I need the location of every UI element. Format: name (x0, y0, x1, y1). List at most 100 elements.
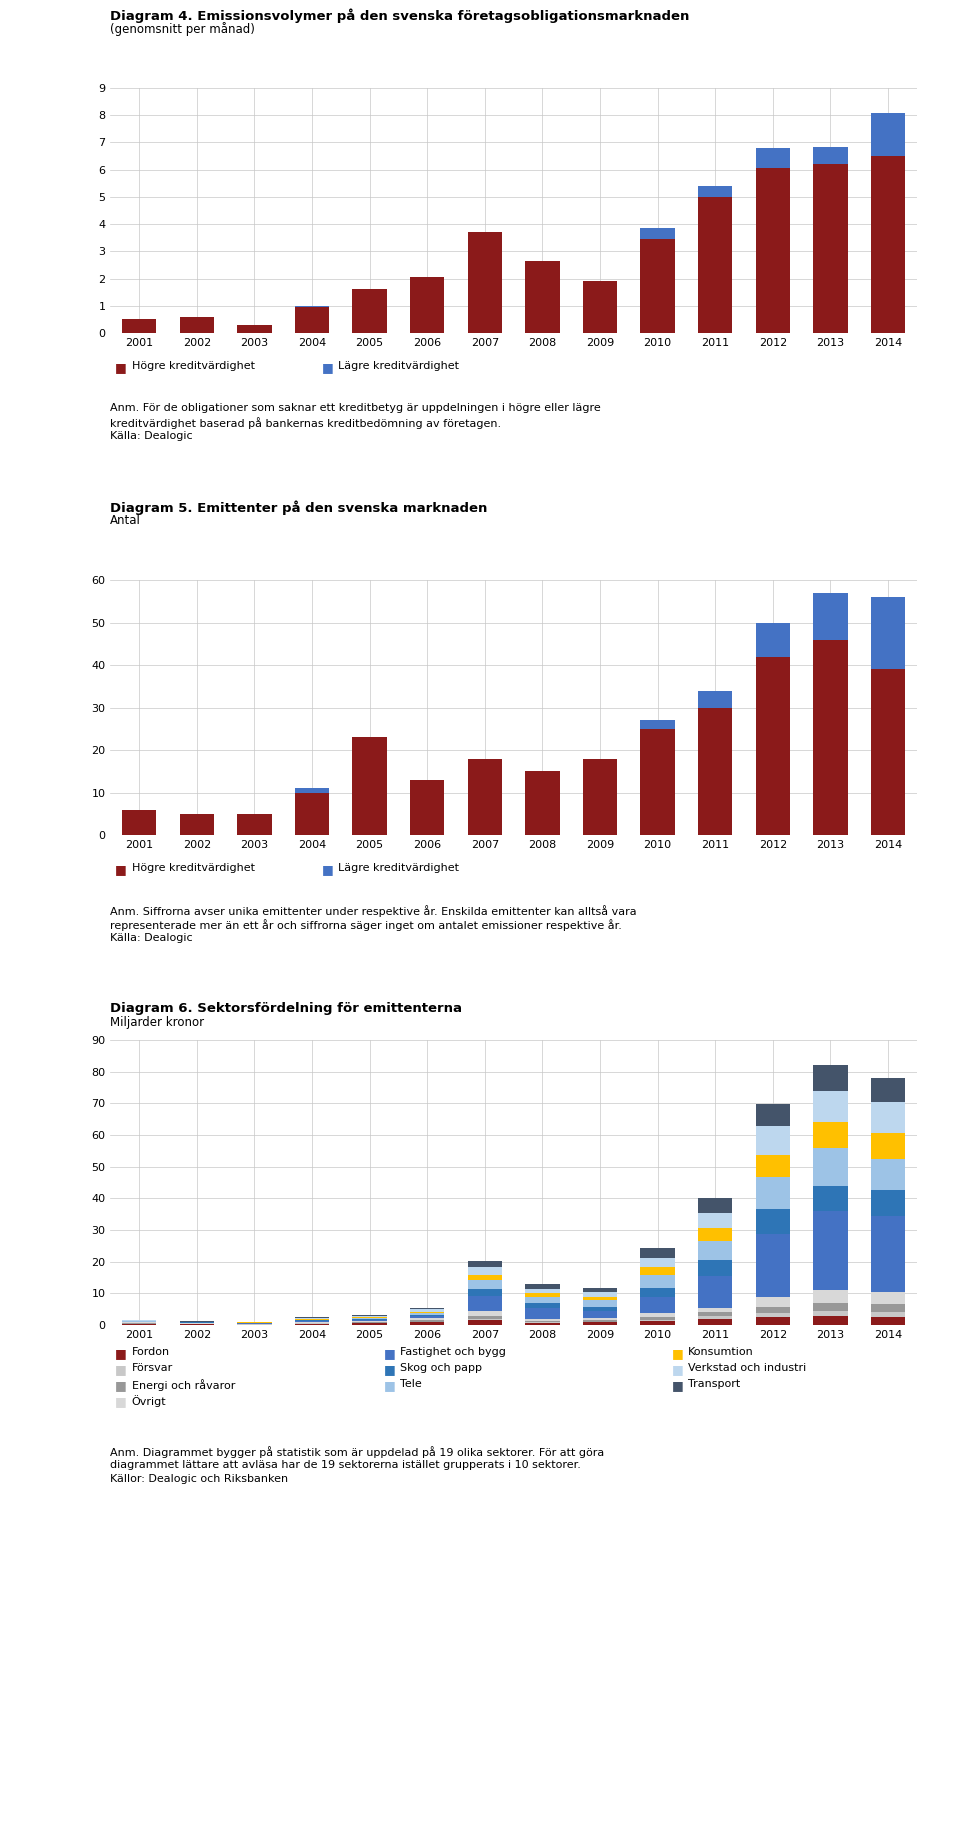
Text: diagrammet lättare att avläsa har de 19 sektorerna istället grupperats i 10 sekt: diagrammet lättare att avläsa har de 19 … (110, 1460, 581, 1470)
Bar (871, 597, 905, 669)
Bar (698, 1242, 732, 1260)
Bar (756, 1313, 790, 1317)
Bar (525, 1284, 560, 1288)
Text: Lägre kreditvärdighet: Lägre kreditvärdighet (338, 362, 459, 371)
Bar (813, 1148, 848, 1185)
Bar (583, 1317, 617, 1321)
Bar (525, 1308, 560, 1319)
Text: Diagram 6. Sektorsfördelning för emittenterna: Diagram 6. Sektorsfördelning för emitten… (110, 1001, 463, 1016)
Bar (468, 1312, 502, 1315)
Bar (756, 1155, 790, 1178)
Text: ■: ■ (384, 1363, 396, 1376)
Text: ■: ■ (322, 863, 333, 876)
Text: Skog och papp: Skog och papp (400, 1363, 482, 1372)
Bar (640, 729, 675, 836)
Bar (583, 759, 617, 836)
Bar (640, 228, 675, 239)
Text: Fordon: Fordon (132, 1347, 170, 1358)
Bar (352, 290, 387, 332)
Bar (468, 1315, 502, 1319)
Bar (468, 1268, 502, 1275)
Text: Anm. Siffrorna avser unika emittenter under respektive år. Enskilda emittenter k: Anm. Siffrorna avser unika emittenter un… (110, 906, 637, 917)
Bar (813, 163, 848, 332)
Bar (756, 656, 790, 836)
Text: Försvar: Försvar (132, 1363, 173, 1372)
Bar (871, 1159, 905, 1190)
Bar (237, 814, 272, 836)
Bar (410, 1319, 444, 1321)
Bar (698, 1277, 732, 1308)
Bar (756, 1178, 790, 1209)
Bar (640, 1321, 675, 1324)
Bar (813, 1122, 848, 1148)
Bar (295, 792, 329, 836)
Bar (698, 1319, 732, 1324)
Bar (640, 1249, 675, 1258)
Text: ■: ■ (115, 362, 127, 375)
Bar (756, 1126, 790, 1155)
Text: Källa: Dealogic: Källa: Dealogic (110, 432, 193, 441)
Text: Energi och råvaror: Energi och råvaror (132, 1380, 235, 1391)
Bar (756, 623, 790, 656)
Text: Anm. För de obligationer som saknar ett kreditbetyg är uppdelningen i högre elle: Anm. För de obligationer som saknar ett … (110, 402, 601, 413)
Bar (468, 1280, 502, 1290)
Bar (756, 169, 790, 332)
Bar (525, 1319, 560, 1321)
Bar (813, 1290, 848, 1302)
Bar (583, 1288, 617, 1293)
Bar (122, 810, 156, 836)
Bar (756, 149, 790, 169)
Bar (180, 316, 214, 332)
Bar (640, 1268, 675, 1275)
Text: ■: ■ (672, 1363, 684, 1376)
Bar (640, 1258, 675, 1268)
Bar (468, 1290, 502, 1295)
Bar (871, 1190, 905, 1216)
Bar (871, 1304, 905, 1312)
Bar (698, 1308, 732, 1312)
Text: Verkstad och industri: Verkstad och industri (688, 1363, 806, 1372)
Bar (813, 147, 848, 163)
Text: ■: ■ (115, 1363, 127, 1376)
Bar (756, 1104, 790, 1126)
Text: kreditvärdighet baserad på bankernas kreditbedömning av företagen.: kreditvärdighet baserad på bankernas kre… (110, 417, 501, 428)
Bar (352, 737, 387, 836)
Bar (640, 1275, 675, 1288)
Text: Tele: Tele (400, 1380, 422, 1389)
Bar (468, 1275, 502, 1280)
Bar (698, 197, 732, 332)
Bar (813, 1312, 848, 1315)
Bar (468, 1260, 502, 1268)
Bar (698, 1229, 732, 1242)
Text: Högre kreditvärdighet: Högre kreditvärdighet (132, 362, 254, 371)
Text: ■: ■ (115, 1347, 127, 1359)
Text: ■: ■ (115, 1380, 127, 1392)
Bar (698, 691, 732, 707)
Text: Diagram 5. Emittenter på den svenska marknaden: Diagram 5. Emittenter på den svenska mar… (110, 500, 488, 514)
Text: Övrigt: Övrigt (132, 1394, 166, 1407)
Bar (583, 1301, 617, 1306)
Text: Miljarder kronor: Miljarder kronor (110, 1016, 204, 1029)
Bar (640, 1288, 675, 1297)
Bar (583, 1293, 617, 1297)
Bar (295, 788, 329, 792)
Bar (468, 231, 502, 332)
Bar (410, 1310, 444, 1312)
Text: (genomsnitt per månad): (genomsnitt per månad) (110, 22, 255, 37)
Text: Antal: Antal (110, 514, 141, 527)
Bar (813, 1211, 848, 1290)
Text: Källor: Dealogic och Riksbanken: Källor: Dealogic och Riksbanken (110, 1473, 289, 1484)
Bar (525, 1293, 560, 1297)
Bar (468, 759, 502, 836)
Text: Fastighet och bygg: Fastighet och bygg (400, 1347, 506, 1358)
Text: Lägre kreditvärdighet: Lägre kreditvärdighet (338, 863, 459, 873)
Text: 12   —   E K O N O M I S K A   K O M M E N T A R E R   N R   7 ,   2 0 1 4: 12 — E K O N O M I S K A K O M M E N T A… (250, 1811, 710, 1824)
Bar (698, 1198, 732, 1212)
Text: ■: ■ (384, 1380, 396, 1392)
Bar (813, 1185, 848, 1211)
Bar (871, 156, 905, 332)
Bar (468, 1321, 502, 1324)
Bar (583, 1312, 617, 1317)
Bar (871, 1312, 905, 1317)
Bar (525, 1297, 560, 1302)
